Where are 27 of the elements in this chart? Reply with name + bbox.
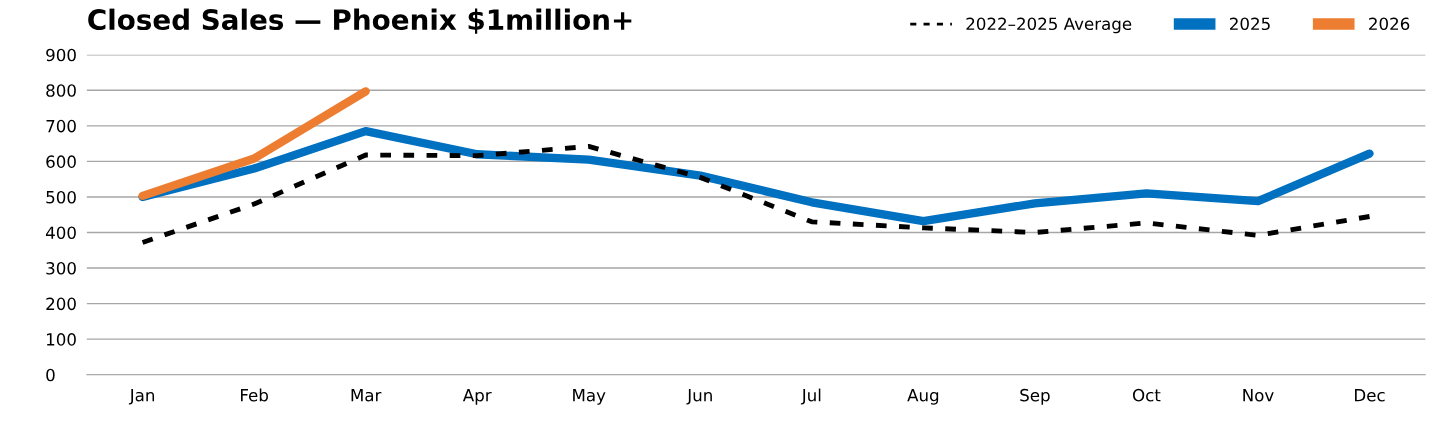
y-tick-label: 300 [46,262,76,275]
y-tick-label: 100 [46,333,76,346]
x-tick-label: Apr [462,389,492,405]
y-tick-label: 200 [46,297,76,311]
y-tick-label: 700 [46,119,76,133]
x-tick-label: Mar [351,389,382,402]
y-tick-label: 0 [46,368,55,382]
x-tick-label: Feb [241,388,268,402]
x-tick-label: Dec [1355,389,1385,402]
y-tick-label: 800 [46,84,76,97]
x-tick-label: Aug [907,389,939,405]
x-tick-label: Sep [1020,388,1050,405]
y-tick-label: 500 [46,190,76,204]
y-tick-label: 600 [46,155,76,168]
chart-title: Closed Sales — Phoenix $1million+ [88,8,632,34]
legend-label: 2025 [1230,17,1270,31]
x-tick-label: May [573,389,606,405]
y-tick-label: 400 [45,226,76,240]
x-tick-label: Jan [128,389,155,405]
line-series [140,144,1372,245]
x-tick-label: Jul [800,388,821,405]
x-tick-label: Nov [1243,389,1274,402]
x-tick-label: Jun [686,389,712,405]
legend-label: 2022–2025 Average [966,17,1132,34]
x-tick-label: Oct [1132,388,1161,402]
legend-label: 2026 [1369,17,1410,31]
y-tick-label: 900 [46,48,76,62]
